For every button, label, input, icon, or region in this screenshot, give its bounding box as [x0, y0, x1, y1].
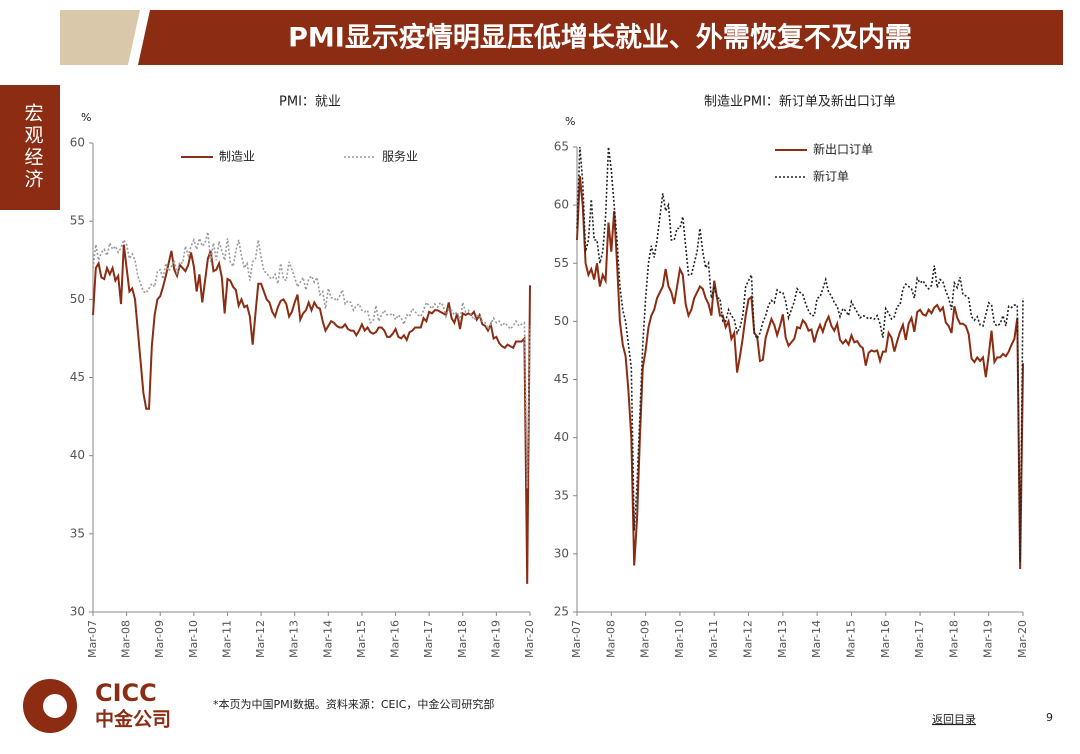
logo-mark-inner — [43, 694, 67, 718]
y-tick-label: 40 — [554, 430, 569, 444]
y-tick-label: 30 — [554, 546, 569, 560]
legend-label: 新订单 — [813, 169, 849, 184]
x-tick-label: Mar-17 — [422, 620, 435, 658]
x-tick-label: Mar-09 — [639, 620, 652, 658]
y-unit: % — [565, 115, 575, 128]
x-tick-label: Mar-12 — [254, 620, 267, 658]
legend-label: 新出口订单 — [813, 142, 873, 157]
series-line — [576, 175, 1024, 570]
x-tick-label: Mar-13 — [288, 620, 301, 658]
x-tick-label: Mar-11 — [220, 620, 233, 658]
x-tick-label: Mar-13 — [776, 620, 789, 658]
x-tick-label: Mar-10 — [187, 620, 200, 658]
y-unit: % — [81, 111, 91, 124]
side-tab-label: 宏观经济 — [22, 103, 44, 191]
y-tick-label: 60 — [70, 136, 85, 150]
series-line — [92, 244, 531, 584]
y-tick-label: 65 — [554, 140, 569, 154]
series-line — [92, 231, 531, 489]
series-line — [576, 146, 1024, 563]
y-tick-label: 60 — [554, 198, 569, 212]
y-tick-label: 50 — [70, 292, 85, 306]
x-tick-label: Mar-12 — [742, 620, 755, 658]
x-tick-label: Mar-11 — [707, 620, 720, 658]
y-tick-label: 45 — [70, 370, 85, 384]
x-tick-label: Mar-09 — [153, 620, 166, 658]
x-tick-label: Mar-17 — [913, 620, 926, 658]
chart-title: 制造业PMI：新订单及新出口订单 — [704, 94, 896, 110]
y-tick-label: 40 — [70, 448, 85, 462]
x-tick-label: Mar-10 — [673, 620, 686, 658]
x-tick-label: Mar-14 — [321, 620, 334, 658]
footer-note: *本页为中国PMI数据。资料来源：CEIC，中金公司研究部 — [213, 697, 494, 711]
slide-title: PMI显示疫情明显压低增长就业、外需恢复不及内需 — [288, 22, 912, 54]
logo-cn: 中金公司 — [95, 708, 171, 731]
y-tick-label: 55 — [554, 256, 569, 270]
x-tick-label: Mar-16 — [879, 620, 892, 658]
y-tick-label: 55 — [70, 214, 85, 228]
header-banner — [138, 10, 1063, 65]
x-tick-label: Mar-16 — [389, 620, 402, 658]
y-tick-label: 35 — [554, 488, 569, 502]
x-tick-label: Mar-19 — [982, 620, 995, 658]
x-tick-label: Mar-07 — [86, 620, 99, 658]
x-tick-label: Mar-18 — [456, 620, 469, 658]
x-tick-label: Mar-20 — [523, 620, 536, 658]
x-tick-label: Mar-14 — [810, 620, 823, 658]
x-tick-label: Mar-18 — [947, 620, 960, 658]
x-tick-label: Mar-07 — [570, 620, 583, 658]
logo-en: CICC — [95, 679, 157, 707]
legend-label: 服务业 — [382, 149, 418, 164]
y-tick-label: 25 — [554, 605, 569, 619]
page-number: 9 — [1046, 711, 1053, 724]
y-tick-label: 30 — [70, 605, 85, 619]
back-link[interactable]: 返回目录 — [932, 713, 976, 726]
header-accent — [60, 10, 140, 65]
side-tab — [0, 85, 60, 210]
x-tick-label: Mar-20 — [1016, 620, 1029, 658]
x-tick-label: Mar-15 — [355, 620, 368, 658]
y-tick-label: 35 — [70, 526, 85, 540]
x-tick-label: Mar-15 — [844, 620, 857, 658]
x-tick-label: Mar-08 — [604, 620, 617, 658]
y-tick-label: 50 — [554, 314, 569, 328]
chart-title: PMI：就业 — [279, 95, 341, 110]
y-tick-label: 45 — [554, 372, 569, 386]
x-tick-label: Mar-08 — [120, 620, 133, 658]
legend-label: 制造业 — [219, 150, 255, 164]
x-tick-label: Mar-19 — [489, 620, 502, 658]
